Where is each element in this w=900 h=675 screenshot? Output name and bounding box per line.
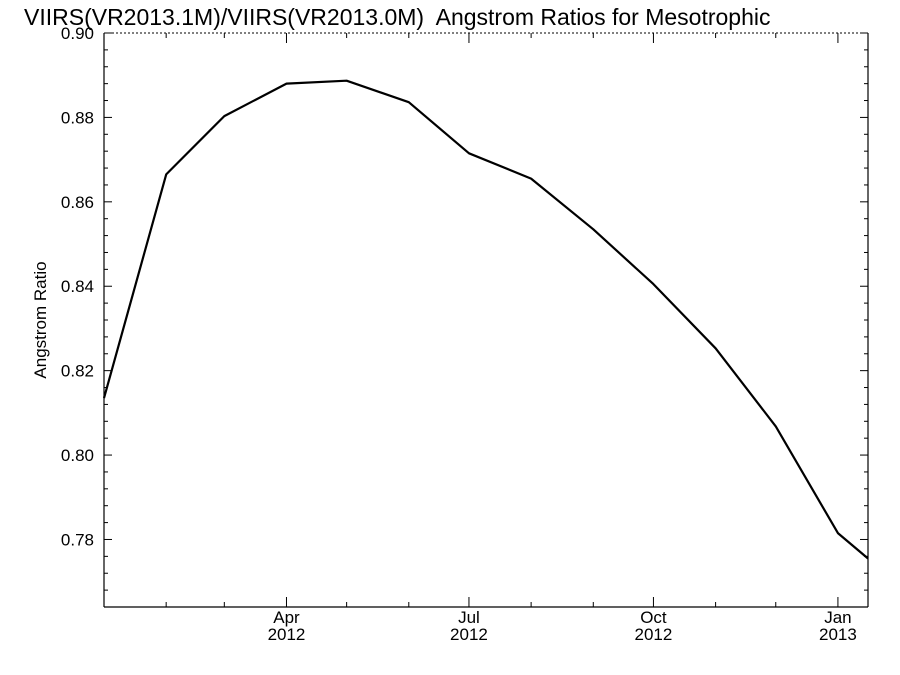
y-tick-label: 0.90 xyxy=(61,24,94,43)
y-tick-label: 0.88 xyxy=(61,108,94,127)
x-tick-label-month: Oct xyxy=(640,608,667,627)
series-line xyxy=(102,79,869,560)
x-tick-label-year: 2012 xyxy=(268,625,306,644)
x-tick-label-year: 2013 xyxy=(819,625,857,644)
y-tick-label: 0.82 xyxy=(61,362,94,381)
x-tick-label-year: 2012 xyxy=(635,625,673,644)
plot-frame xyxy=(103,32,869,608)
chart-title: VIIRS(VR2013.1M)/VIIRS(VR2013.0M) Angstr… xyxy=(24,4,771,30)
x-tick-label-month: Jan xyxy=(824,608,851,627)
x-tick-label-month: Apr xyxy=(273,608,300,627)
y-axis: 0.78 0.80 0.82 0.84 0.86 0.88 0.90 xyxy=(61,24,868,591)
y-tick-label: 0.78 xyxy=(61,530,94,549)
y-tick-label: 0.86 xyxy=(61,193,94,212)
x-tick-label-year: 2012 xyxy=(450,625,488,644)
y-axis-title: Angstrom Ratio xyxy=(31,261,50,378)
x-tick-label-month: Jul xyxy=(458,608,480,627)
series-layer xyxy=(102,79,869,560)
y-tick-label: 0.84 xyxy=(61,277,94,296)
y-tick-label: 0.80 xyxy=(61,446,94,465)
